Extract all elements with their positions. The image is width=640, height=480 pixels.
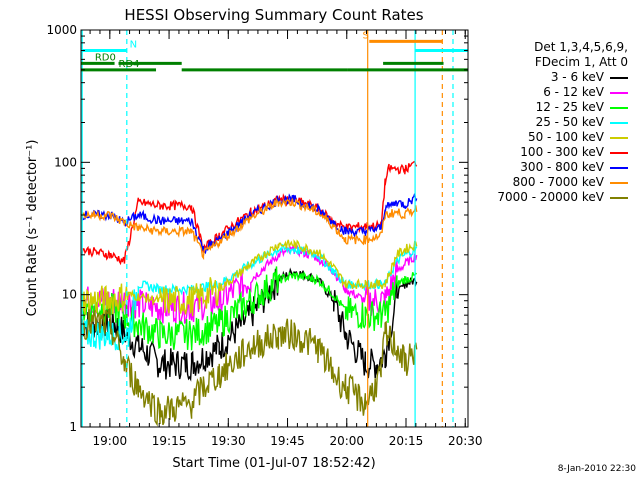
legend-swatch — [610, 106, 628, 109]
legend-entry: 12 - 25 keV — [536, 100, 628, 114]
legend-label: 7000 - 20000 keV — [497, 190, 604, 204]
chart-title: HESSI Observing Summary Count Rates — [124, 6, 423, 24]
status-label-rd4: RD4 — [119, 59, 140, 70]
status-label-rd0: RD0 — [95, 52, 116, 63]
legend-entry: 25 - 50 keV — [536, 115, 628, 129]
y-tick-label: 1000 — [46, 23, 77, 37]
x-axis-label: Start Time (01-Jul-07 18:52:42) — [172, 456, 375, 471]
legend-entry: 6 - 12 keV — [543, 85, 628, 99]
legend-swatch — [610, 151, 628, 154]
legend-entry: 300 - 800 keV — [520, 160, 628, 174]
legend-entry: 50 - 100 keV — [528, 130, 628, 144]
legend-swatch — [610, 76, 628, 79]
x-axis-ticks: 19:00 19:15 19:30 19:45 20:00 20:15 20:30 — [89, 30, 483, 448]
timestamp: 8-Jan-2010 22:30 — [557, 464, 636, 474]
y-axis-label: Count Rate (s⁻¹ detector⁻¹) — [25, 140, 40, 317]
x-tick-label: 19:15 — [152, 434, 187, 448]
status-label-s: S — [363, 30, 369, 41]
x-tick-label: 19:30 — [211, 434, 246, 448]
legend-swatch — [610, 91, 628, 94]
series-line-3 — [81, 266, 418, 351]
legend-label: 800 - 7000 keV — [512, 175, 604, 189]
legend-swatch — [610, 121, 628, 124]
legend-entry: 3 - 6 keV — [551, 70, 628, 84]
x-tick-label: 20:15 — [389, 434, 424, 448]
legend-swatch — [610, 136, 628, 139]
legend-swatch — [610, 166, 628, 169]
legend-swatch — [610, 181, 628, 184]
series-line-9 — [81, 308, 418, 427]
legend-label: 100 - 300 keV — [520, 145, 604, 159]
legend-header-2: FDecim 1, Att 0 — [534, 55, 628, 69]
series-line-6 — [81, 160, 418, 266]
legend-entry: 800 - 7000 keV — [513, 175, 628, 189]
y-tick-label: 10 — [62, 288, 77, 302]
series-line-8 — [81, 197, 418, 261]
legend-entry: 100 - 300 keV — [520, 145, 628, 159]
legend-label: 3 - 6 keV — [550, 70, 604, 84]
legend-swatch — [610, 196, 628, 199]
x-tick-label: 20:30 — [448, 434, 483, 448]
legend-label: 50 - 100 keV — [527, 130, 604, 144]
series-line-5 — [81, 238, 418, 317]
y-axis-ticks: 1 10 100 1000 — [46, 23, 468, 434]
x-tick-label: 20:00 — [329, 434, 364, 448]
x-tick-label: 19:00 — [93, 434, 128, 448]
legend-label: 6 - 12 keV — [543, 85, 604, 99]
legend-label: 25 - 50 keV — [535, 115, 604, 129]
plot-frame — [80, 29, 469, 428]
legend-label: 12 - 25 keV — [535, 100, 604, 114]
series-line-7 — [81, 193, 418, 255]
status-label-n: N — [130, 39, 137, 50]
legend-entry: 7000 - 20000 keV — [497, 190, 628, 204]
y-tick-label: 100 — [54, 155, 77, 169]
legend-label: 300 - 800 keV — [520, 160, 604, 174]
x-tick-label: 19:45 — [270, 434, 305, 448]
legend-header-1: Det 1,3,4,5,6,9, — [534, 40, 628, 54]
y-tick-label: 1 — [69, 420, 77, 434]
